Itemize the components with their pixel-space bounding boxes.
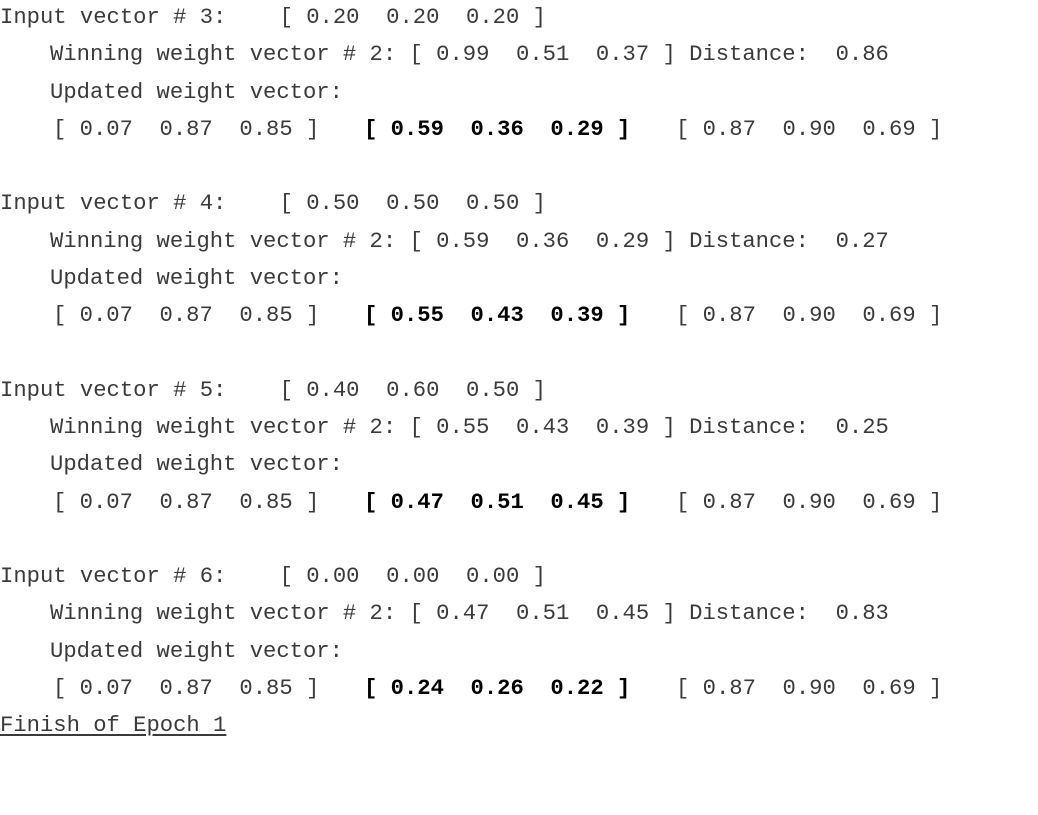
- winning-vector-line: Winning weight vector # 2: [ 0.59 0.36 0…: [50, 229, 889, 254]
- console-output: Input vector # 3: [ 0.20 0.20 0.20 ] Win…: [0, 5, 1038, 738]
- input-vector-line: Input vector # 3: [ 0.20 0.20 0.20 ]: [0, 5, 546, 30]
- updated-weight-label: Updated weight vector:: [50, 80, 343, 105]
- weight-vector-2-updated: [ 0.59 0.36 0.29 ]: [364, 117, 631, 142]
- weight-vector-3: [ 0.87 0.90 0.69 ]: [676, 303, 943, 328]
- updated-weight-vectors: [ 0.07 0.87 0.85 ] [ 0.47 0.51 0.45 ] [ …: [0, 489, 1038, 517]
- weight-vector-2-updated: [ 0.47 0.51 0.45 ]: [364, 490, 631, 515]
- winning-vector-line: Winning weight vector # 2: [ 0.55 0.43 0…: [50, 415, 889, 440]
- updated-weight-label: Updated weight vector:: [50, 639, 343, 664]
- winning-vector-line: Winning weight vector # 2: [ 0.99 0.51 0…: [50, 42, 889, 67]
- updated-weight-label: Updated weight vector:: [50, 266, 343, 291]
- input-vector-line: Input vector # 4: [ 0.50 0.50 0.50 ]: [0, 191, 546, 216]
- updated-weight-label: Updated weight vector:: [50, 452, 343, 477]
- input-vector-line: Input vector # 5: [ 0.40 0.60 0.50 ]: [0, 378, 546, 403]
- weight-vector-1: [ 0.07 0.87 0.85 ]: [53, 303, 320, 328]
- updated-weight-vectors: [ 0.07 0.87 0.85 ] [ 0.59 0.36 0.29 ] [ …: [0, 116, 1038, 144]
- weight-vector-1: [ 0.07 0.87 0.85 ]: [53, 490, 320, 515]
- weight-vector-3: [ 0.87 0.90 0.69 ]: [676, 117, 943, 142]
- weight-vector-2-updated: [ 0.24 0.26 0.22 ]: [364, 676, 631, 701]
- epoch-finish-message: Finish of Epoch 1: [0, 713, 227, 738]
- updated-weight-vectors: [ 0.07 0.87 0.85 ] [ 0.55 0.43 0.39 ] [ …: [0, 302, 1038, 330]
- weight-vector-1: [ 0.07 0.87 0.85 ]: [53, 117, 320, 142]
- weight-vector-3: [ 0.87 0.90 0.69 ]: [676, 490, 943, 515]
- updated-weight-vectors: [ 0.07 0.87 0.85 ] [ 0.24 0.26 0.22 ] [ …: [0, 675, 1038, 703]
- weight-vector-3: [ 0.87 0.90 0.69 ]: [676, 676, 943, 701]
- input-vector-line: Input vector # 6: [ 0.00 0.00 0.00 ]: [0, 564, 546, 589]
- winning-vector-line: Winning weight vector # 2: [ 0.47 0.51 0…: [50, 601, 889, 626]
- weight-vector-2-updated: [ 0.55 0.43 0.39 ]: [364, 303, 631, 328]
- weight-vector-1: [ 0.07 0.87 0.85 ]: [53, 676, 320, 701]
